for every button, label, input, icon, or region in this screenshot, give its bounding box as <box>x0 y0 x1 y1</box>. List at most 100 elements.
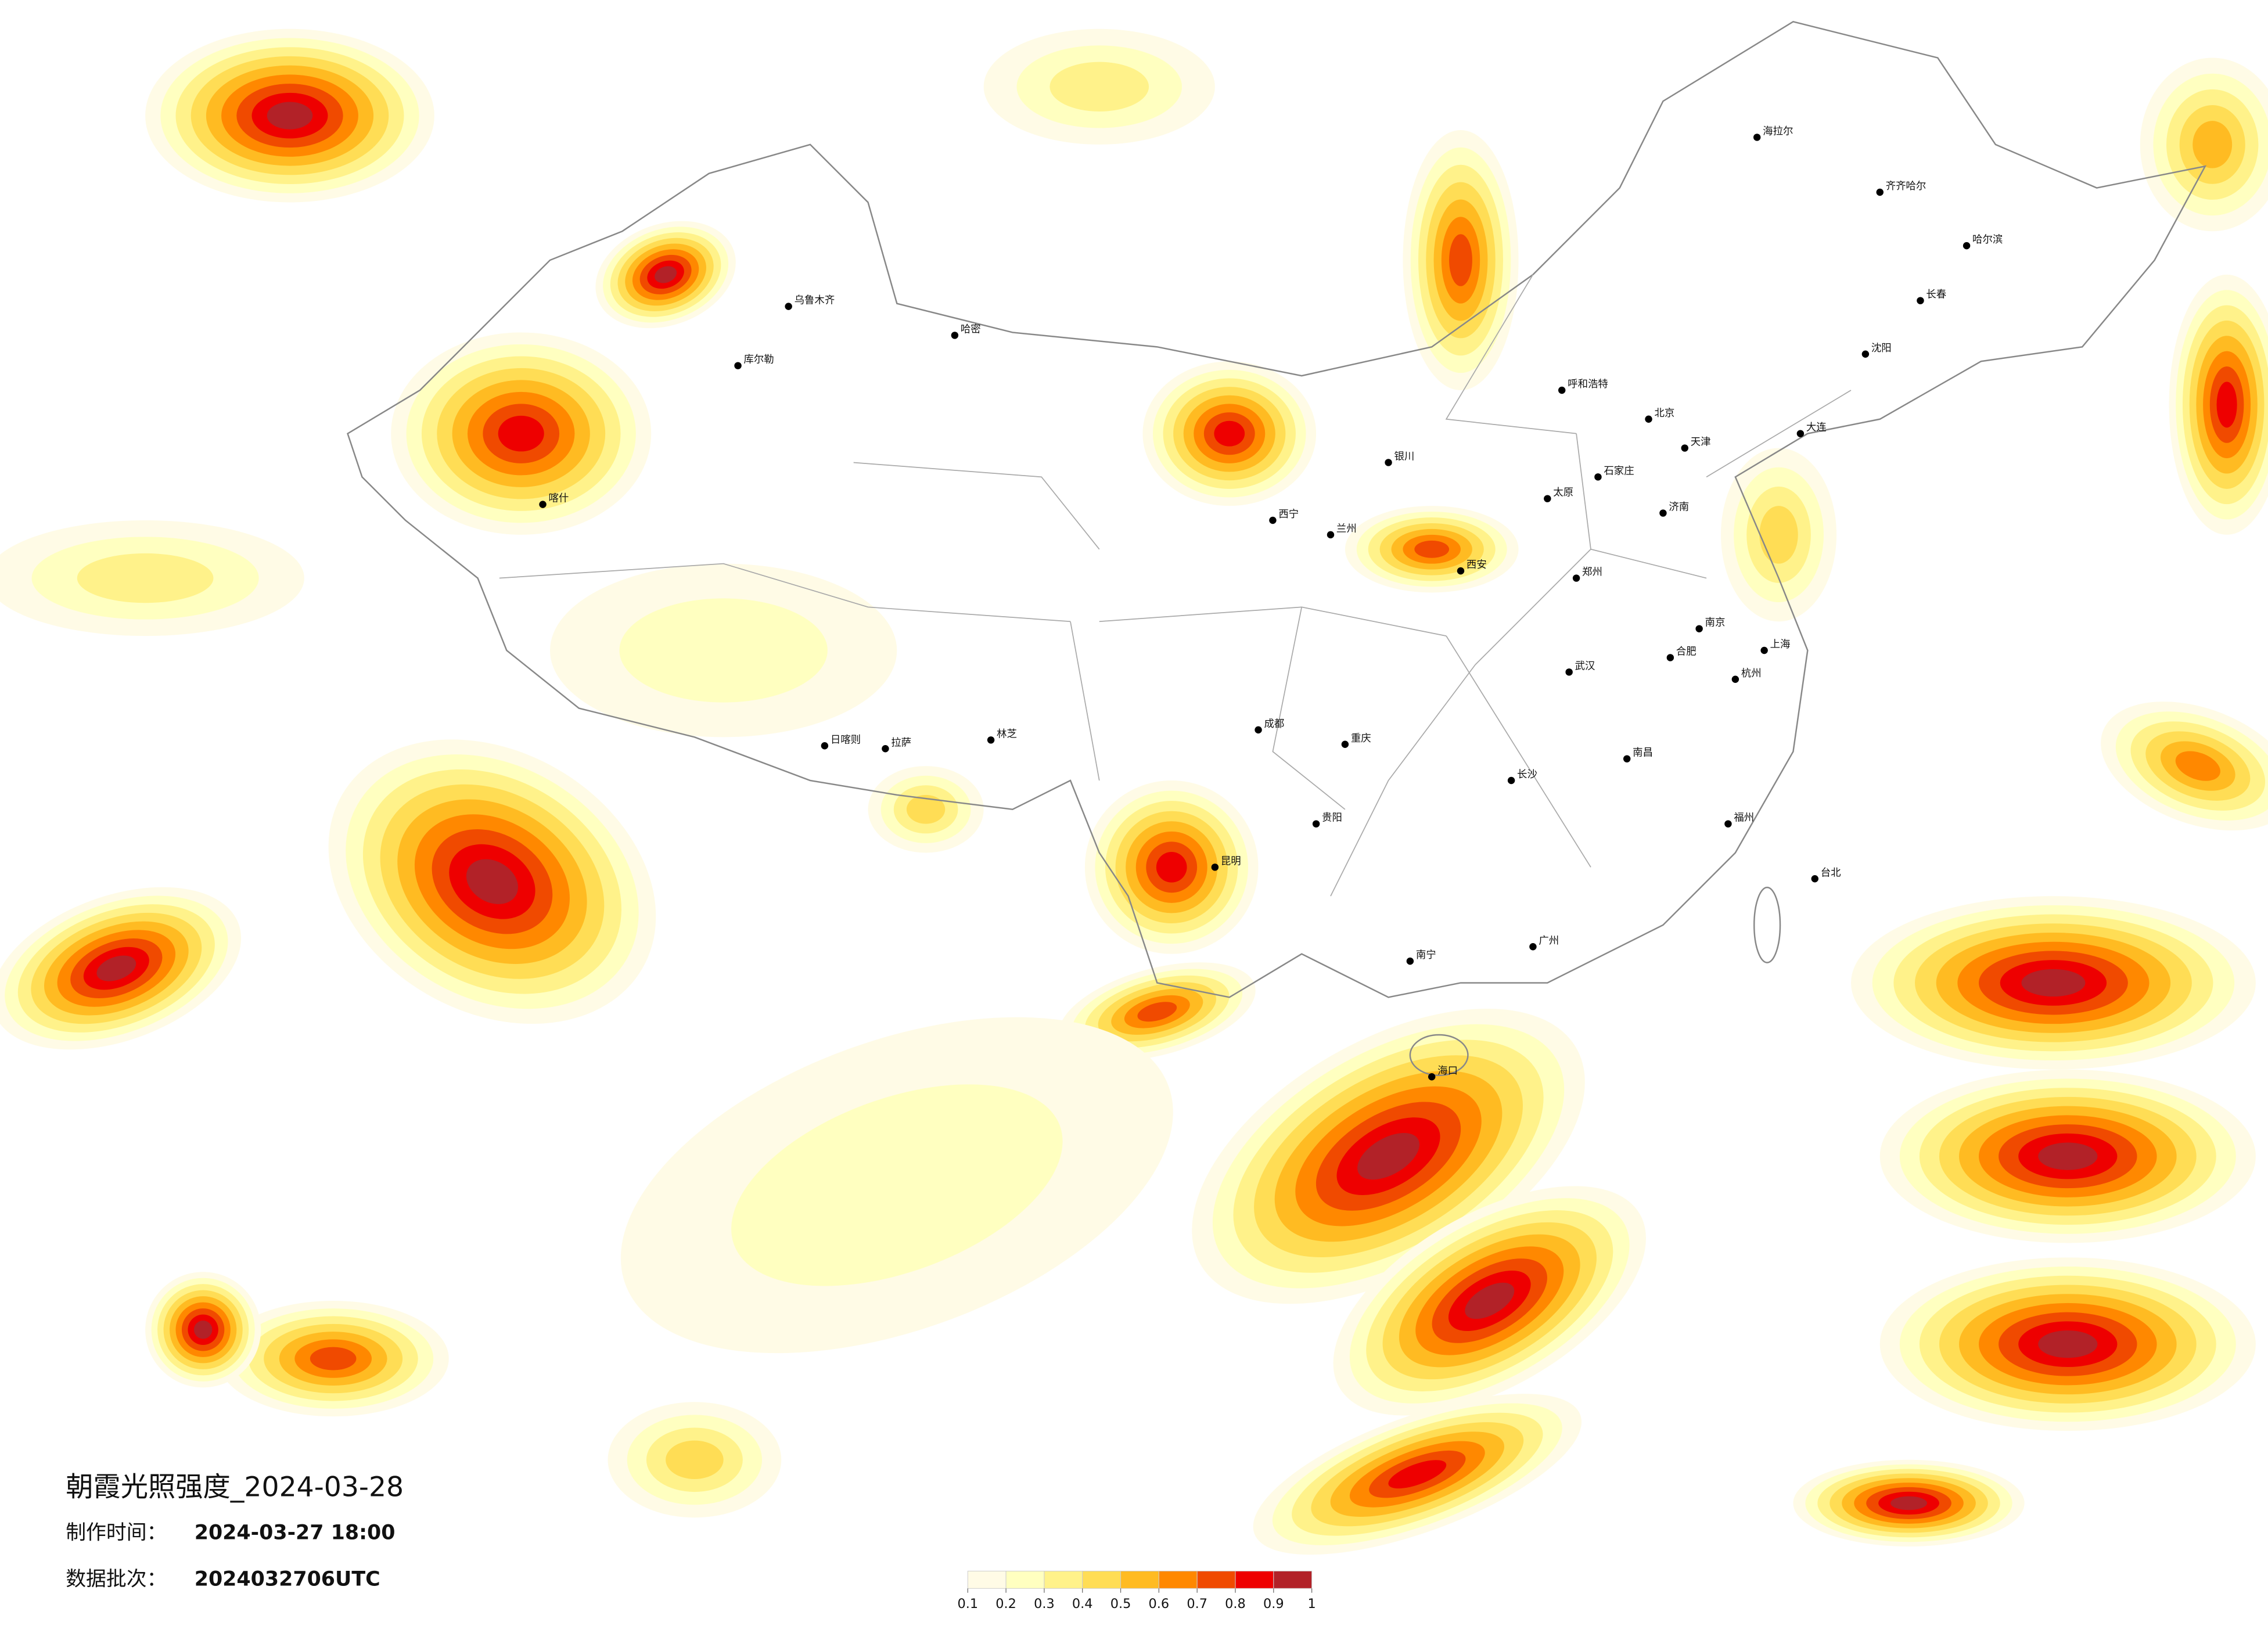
city-label: 广州 <box>1539 935 1559 947</box>
heat-patch <box>2192 121 2233 168</box>
colorbar-box <box>1158 1570 1198 1589</box>
heat-patch <box>619 598 828 703</box>
city-dot <box>987 736 995 744</box>
city-dot <box>1428 1073 1436 1081</box>
heat-patch <box>1465 1282 1515 1319</box>
city-dot <box>1594 473 1602 481</box>
city-dot <box>1753 134 1761 141</box>
city-label: 昆明 <box>1221 855 1241 867</box>
heat-patch <box>498 415 544 452</box>
city-dot <box>1645 415 1652 423</box>
city-label: 西宁 <box>1278 509 1299 520</box>
city-dot <box>1917 297 1924 304</box>
city-label: 呼和浩特 <box>1568 379 1608 390</box>
heat-patch <box>731 1084 1063 1286</box>
city-dot <box>1269 516 1277 524</box>
city-label: 银川 <box>1394 451 1415 462</box>
city-dot <box>1406 957 1414 965</box>
city-label: 喀什 <box>549 493 569 505</box>
heat-patch <box>466 859 518 904</box>
colorbar-box <box>1044 1570 1083 1589</box>
colorbar-tick-label: 0.1 <box>957 1596 978 1611</box>
colorbar-box <box>967 1570 1007 1589</box>
city-dot <box>1385 459 1392 466</box>
heat-patch <box>2175 751 2220 781</box>
city-label: 南宁 <box>1416 949 1436 961</box>
city-label: 大连 <box>1806 422 1827 434</box>
city-label: 海拉尔 <box>1763 125 1793 137</box>
colorbar-tick-label: 0.5 <box>1110 1596 1131 1611</box>
colorbar-tick-label: 0.4 <box>1072 1596 1093 1611</box>
colorbar-tick-label: 0.9 <box>1263 1596 1284 1611</box>
heat-patch <box>1759 506 1798 564</box>
city-dot <box>1312 820 1320 828</box>
city-label: 兰州 <box>1336 523 1357 535</box>
city-label: 福州 <box>1734 812 1754 824</box>
city-dot <box>1861 350 1870 358</box>
city-label: 海口 <box>1437 1065 1458 1077</box>
batch: 2024032706UTC <box>195 1567 380 1591</box>
city-dot <box>951 332 959 339</box>
made-time-label: 制作时间： <box>66 1521 167 1545</box>
colorbar-box <box>1005 1570 1045 1589</box>
made-time: 2024-03-27 18:00 <box>195 1521 396 1545</box>
title: 朝霞光照强度_2024-03-28 <box>66 1472 404 1503</box>
city-label: 合肥 <box>1676 646 1696 657</box>
heat-patch <box>1890 1496 1927 1510</box>
city-dot <box>1558 386 1566 394</box>
colorbar-tick-label: 1 <box>1308 1596 1316 1611</box>
city-dot <box>1876 188 1884 196</box>
heat-patch <box>2021 969 2086 997</box>
country-outline <box>347 20 2207 998</box>
city-label: 长春 <box>1926 289 1946 301</box>
city-label: 成都 <box>1264 718 1285 730</box>
heat-patch <box>2038 1330 2098 1358</box>
city-dot <box>1811 875 1818 883</box>
city-label: 济南 <box>1669 502 1689 513</box>
city-dot <box>1731 675 1739 683</box>
city-dot <box>785 303 792 310</box>
city-dot <box>882 745 889 753</box>
city-label: 南京 <box>1705 617 1726 629</box>
city-dot <box>1457 567 1465 575</box>
city-label: 石家庄 <box>1604 465 1634 477</box>
heat-patch <box>1388 1460 1447 1489</box>
city-dot <box>1666 654 1674 661</box>
city-label: 库尔勒 <box>744 354 774 366</box>
colorbar-tick-label: 0.7 <box>1187 1596 1207 1611</box>
colorbar-box <box>1120 1570 1159 1589</box>
province-lines <box>499 274 1852 897</box>
heat-patch <box>310 1347 357 1370</box>
city-label: 南昌 <box>1633 747 1653 759</box>
batch-label: 数据批次： <box>66 1567 167 1591</box>
city-dot <box>1796 430 1805 437</box>
city-dot <box>1544 495 1551 502</box>
city-dot <box>1507 776 1515 785</box>
heat-patch <box>2038 1142 2098 1170</box>
city-label: 长沙 <box>1517 769 1537 780</box>
borders <box>347 20 2207 1076</box>
city-label: 太原 <box>1553 487 1573 499</box>
colorbar: 0.1 0.2 0.3 0.4 0.5 0.6 0.7 0.8 0.9 1 <box>957 1570 1316 1611</box>
city-dot <box>1963 242 1971 250</box>
heat-patch <box>2216 382 2237 428</box>
heat-patch <box>1137 1002 1177 1022</box>
colorbar-box <box>1082 1570 1122 1589</box>
city-label: 武汉 <box>1575 660 1595 672</box>
taiwan <box>1753 886 1781 963</box>
city-label: 郑州 <box>1582 567 1602 578</box>
city-label: 日喀则 <box>831 734 861 746</box>
heat-patch <box>1357 1132 1419 1180</box>
city-label: 台北 <box>1821 867 1841 879</box>
heat-patch <box>77 553 214 603</box>
city-dot <box>1529 943 1537 951</box>
city-dot <box>821 742 829 750</box>
city-dot <box>1255 726 1262 734</box>
heat-patch <box>655 266 677 283</box>
heat-patch <box>666 1440 724 1479</box>
city-label: 贵阳 <box>1322 812 1342 824</box>
heat-patch <box>1449 234 1472 286</box>
